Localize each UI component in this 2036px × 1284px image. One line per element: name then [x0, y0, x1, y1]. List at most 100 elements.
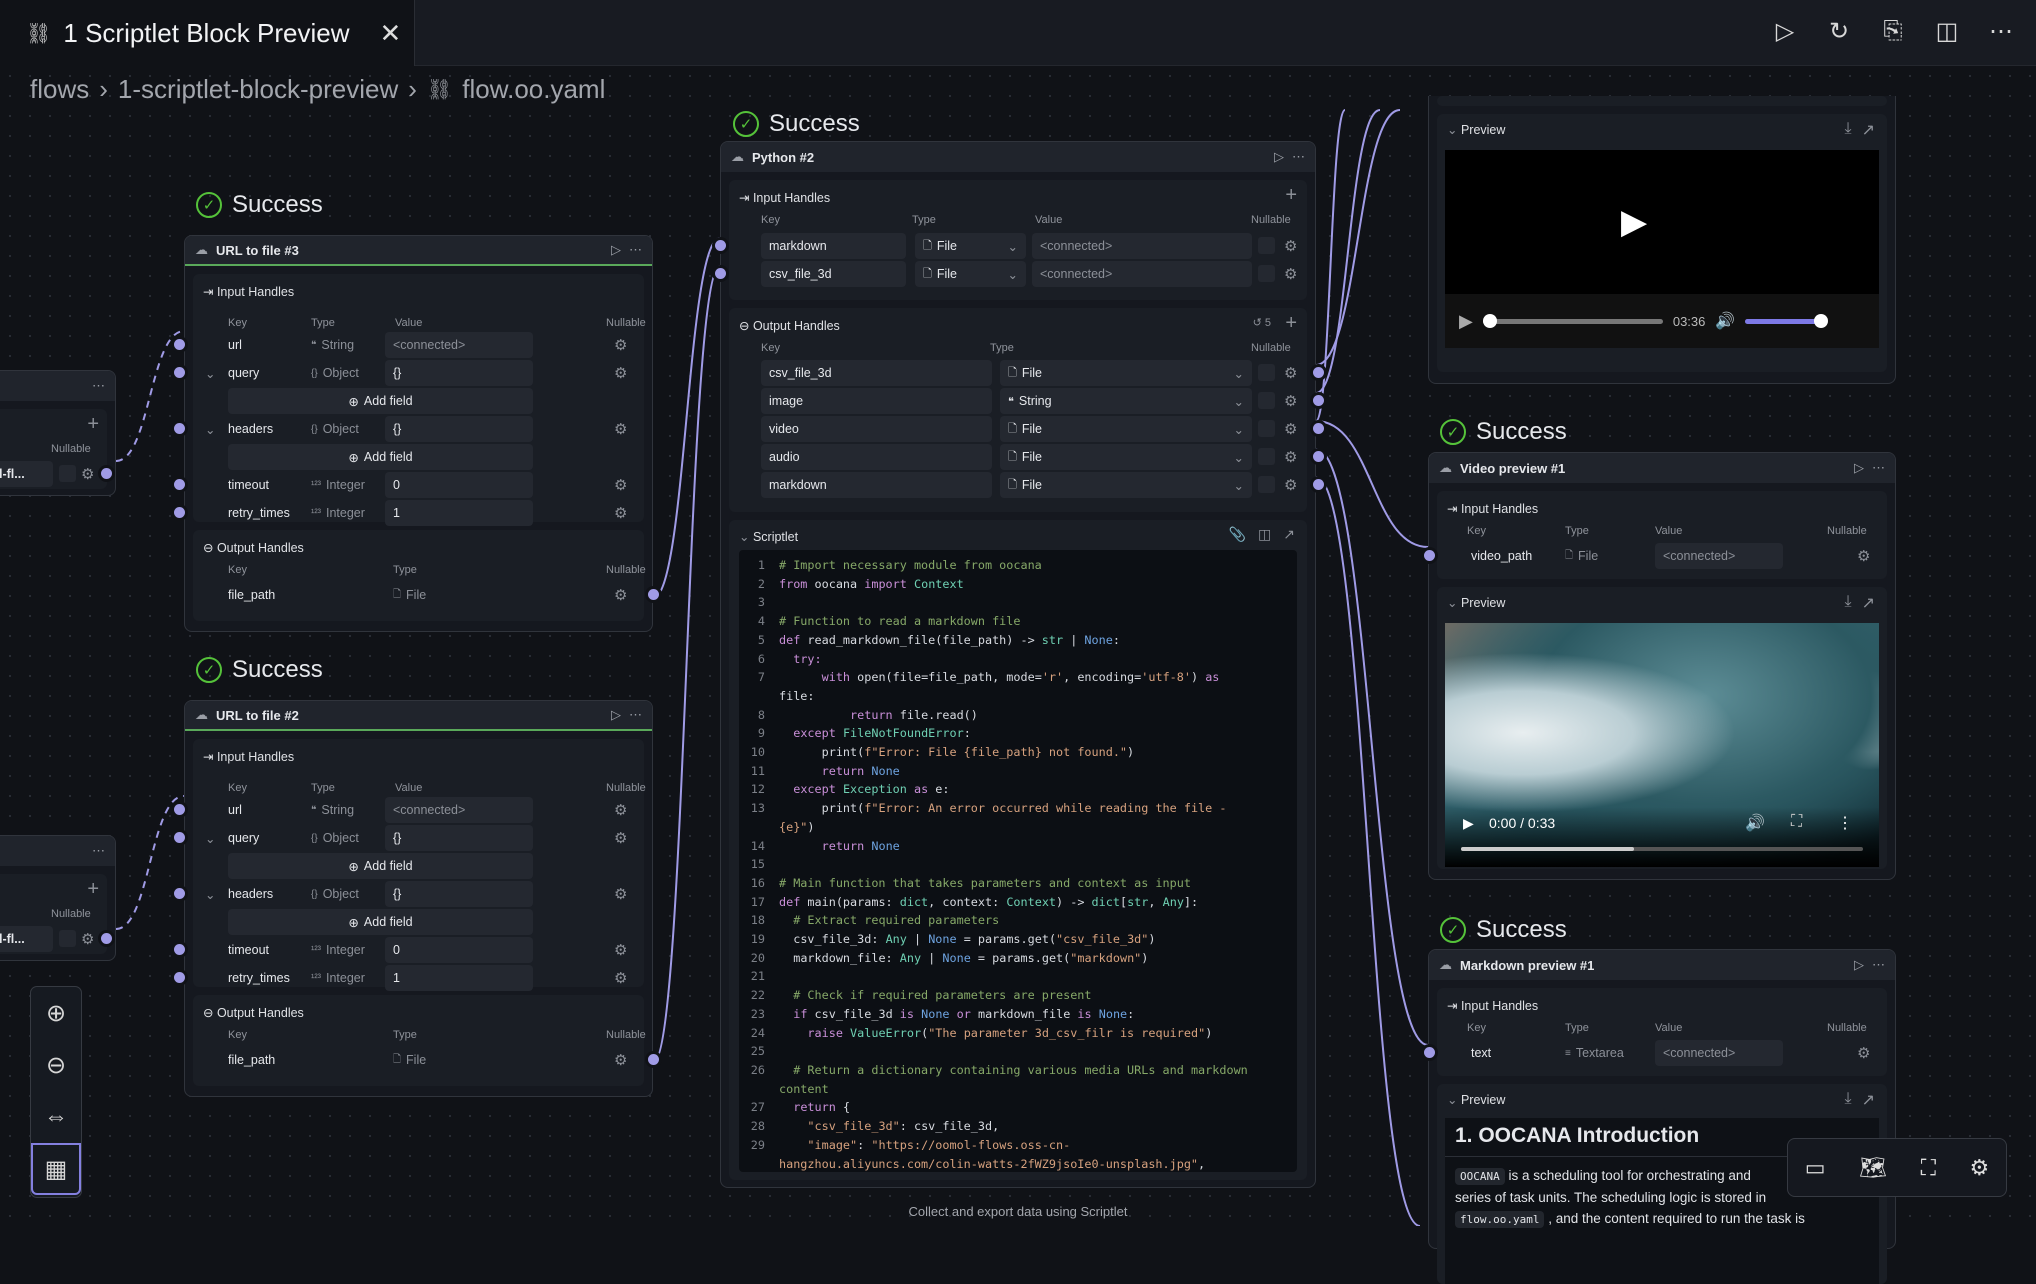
value-field[interactable]: <connected> — [385, 797, 533, 823]
node-header[interactable]: ⋯ — [0, 836, 115, 866]
run-from-icon[interactable]: ↻ — [1828, 17, 1850, 45]
breadcrumb-file[interactable]: flow.oo.yaml — [462, 74, 606, 104]
input-handle[interactable] — [174, 888, 185, 899]
zoom-in-icon[interactable]: ⊕ — [45, 999, 67, 1027]
gear-icon[interactable]: ⚙ — [614, 505, 628, 522]
value-field[interactable]: l-fl... — [0, 926, 53, 952]
type-select[interactable]: 🗋 File ⌄ — [1000, 416, 1252, 442]
open-external-icon[interactable]: ↗ — [1861, 1092, 1875, 1109]
node[interactable]: ☁ URL to file #2 ▷ ⋯ ⇥ Input Handles Key Type V… — [174, 700, 659, 1097]
gear-icon[interactable]: ⚙ — [614, 886, 628, 903]
layout-icon[interactable]: ▦ — [31, 1143, 81, 1195]
breadcrumb-flows[interactable]: flows — [30, 74, 90, 104]
seek-thumb[interactable] — [1482, 313, 1497, 328]
value-field[interactable]: {} — [385, 416, 533, 442]
play-icon[interactable]: ▶ — [1463, 815, 1474, 831]
audio-player[interactable]: ▶ ▶ 03:36 🔊 — [1445, 150, 1879, 348]
gear-icon[interactable]: ⚙ — [1857, 1045, 1871, 1062]
node[interactable]: ☁ URL to file #3 ▷ ⋯ ⇥ Input Handles Key Type V… — [174, 235, 659, 632]
gear-icon[interactable]: ⚙ — [614, 942, 628, 959]
input-handle[interactable] — [174, 507, 185, 518]
value-field[interactable]: <connected> — [1032, 233, 1252, 259]
run-icon[interactable]: ▷ — [1274, 149, 1284, 164]
type-select[interactable]: 🗋 File ⌄ — [1000, 472, 1252, 498]
run-icon[interactable]: ▷ — [611, 707, 621, 722]
value-field[interactable]: <connected> — [1655, 1040, 1783, 1066]
nullable-checkbox[interactable] — [1258, 448, 1275, 465]
node-header[interactable]: ⋯ — [0, 371, 115, 401]
volume-icon[interactable]: 🔊 — [1745, 815, 1765, 832]
output-handle[interactable] — [1313, 423, 1324, 434]
value-field[interactable]: {} — [385, 881, 533, 907]
more-vertical-icon[interactable]: ⋮ — [1837, 815, 1853, 832]
key-field[interactable]: video — [761, 416, 992, 442]
preview-title[interactable]: ⌄ Preview — [1447, 1092, 1505, 1107]
nullable-checkbox[interactable] — [1258, 265, 1275, 282]
seek-slider[interactable] — [1482, 313, 1663, 328]
type-select[interactable]: 🗋 File ⌄ — [1000, 360, 1252, 386]
nullable-checkbox[interactable] — [1258, 364, 1275, 381]
node-partial[interactable]: ⋯ + Nullable l-fl... ⚙ — [0, 370, 116, 496]
chevron-down-icon[interactable]: ⌄ — [205, 831, 216, 846]
output-handle[interactable] — [1313, 367, 1324, 378]
node[interactable]: ☁ Python #2 ▷ ⋯ ⇥ Input Handles + Key Type Value… — [715, 141, 1324, 1188]
value-field[interactable]: 0 — [385, 472, 533, 498]
node-audio-preview[interactable]: ⌄ Preview ⤓ ↗ ▶ ▶ 03:36 🔊 — [1428, 96, 1896, 384]
volume-thumb[interactable] — [1814, 313, 1829, 328]
value-field[interactable]: <connected> — [1032, 261, 1252, 287]
code-editor[interactable]: 1 # Import necessary module from oocana 2 f… — [739, 550, 1297, 1172]
value-field[interactable]: {} — [385, 825, 533, 851]
open-external-icon[interactable]: ↗ — [1283, 526, 1295, 542]
gear-icon[interactable]: ⚙ — [81, 931, 95, 948]
node[interactable]: ☁ Markdown preview #1 ▷ ⋯ ⇥ Input Handles Key… — [1424, 949, 1896, 1284]
node-header[interactable]: ☁ Python #2 ▷ ⋯ — [721, 142, 1315, 172]
type-select[interactable]: ❝ String ⌄ — [1000, 388, 1252, 414]
split-icon[interactable]: ◫ — [1258, 526, 1272, 542]
output-handle[interactable] — [1313, 479, 1324, 490]
open-external-icon[interactable]: ↗ — [1861, 595, 1875, 612]
value-field[interactable]: <connected> — [1655, 543, 1783, 569]
volume-icon[interactable]: 🔊 — [1715, 313, 1736, 330]
history-button[interactable]: ↺ 5 — [1253, 316, 1271, 329]
gear-icon[interactable]: ⚙ — [614, 477, 628, 494]
output-handle[interactable] — [1313, 395, 1324, 406]
download-icon[interactable]: ⤓ — [1844, 1090, 1852, 1107]
open-external-icon[interactable]: ↗ — [1861, 122, 1875, 139]
value-field[interactable]: <connected> — [385, 332, 533, 358]
node-header[interactable]: ☁ Video preview #1 ▷ ⋯ — [1429, 453, 1895, 483]
input-handle[interactable] — [174, 367, 185, 378]
gear-icon[interactable]: ⚙ — [614, 970, 628, 987]
add-icon[interactable]: + — [1285, 184, 1297, 206]
preview-title[interactable]: ⌄ Preview — [1447, 595, 1505, 610]
add-field-button[interactable]: ⊕ Add field — [228, 388, 533, 414]
node-header[interactable]: ☁ URL to file #3 ▷ ⋯ — [185, 236, 652, 266]
value-field[interactable]: 1 — [385, 965, 533, 991]
chevron-down-icon[interactable]: ⌄ — [205, 366, 216, 381]
input-handle[interactable] — [174, 479, 185, 490]
more-icon[interactable]: ⋯ — [1989, 17, 2013, 45]
node-header[interactable]: ☁ Markdown preview #1 ▷ ⋯ — [1429, 950, 1895, 980]
gear-icon[interactable]: ⚙ — [1284, 477, 1298, 494]
node-header[interactable]: ☁ URL to file #2 ▷ ⋯ — [185, 701, 652, 731]
nullable-checkbox[interactable] — [59, 465, 76, 482]
output-handle[interactable] — [101, 933, 112, 944]
video-player[interactable]: ▶ 0:00 / 0:33 🔊 ⛶ ⋮ — [1445, 623, 1879, 867]
run-icon[interactable]: ▷ — [1854, 460, 1864, 475]
nullable-checkbox[interactable] — [1258, 476, 1275, 493]
preview-title[interactable]: ⌄ Preview — [1447, 122, 1505, 137]
video-progress[interactable] — [1461, 847, 1863, 851]
input-handle[interactable] — [1424, 550, 1435, 561]
more-icon[interactable]: ⋯ — [92, 378, 105, 393]
input-handle[interactable] — [1424, 1047, 1435, 1058]
gear-icon[interactable]: ⚙ — [614, 802, 628, 819]
minimap-icon[interactable]: 🗺 — [1859, 1154, 1888, 1180]
type-select[interactable]: 🗋 File ⌄ — [1000, 444, 1252, 470]
fullscreen-icon[interactable]: ⛶ — [1920, 1154, 1936, 1180]
output-handle[interactable] — [101, 468, 112, 479]
nullable-checkbox[interactable] — [1258, 392, 1275, 409]
add-field-button[interactable]: ⊕ Add field — [228, 909, 533, 935]
panel-icon[interactable]: ▭ — [1804, 1154, 1826, 1180]
gear-icon[interactable]: ⚙ — [1284, 393, 1298, 410]
key-field[interactable]: audio — [761, 444, 992, 470]
value-field[interactable]: l-fl... — [0, 461, 53, 487]
